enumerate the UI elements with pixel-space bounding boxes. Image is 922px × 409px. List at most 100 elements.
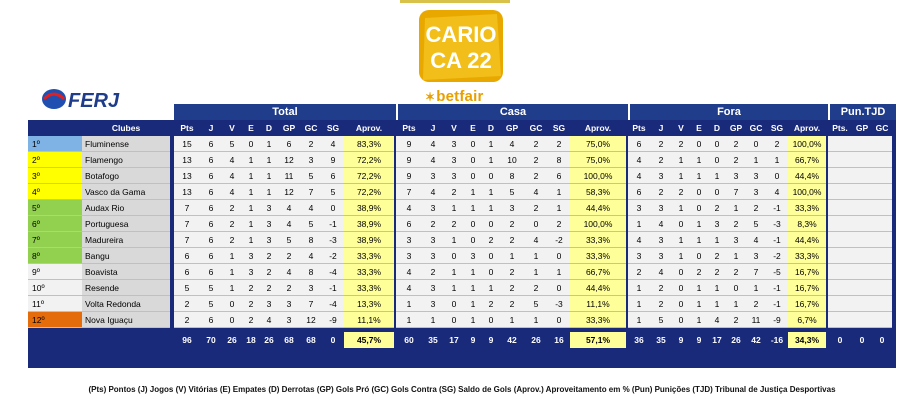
stat-total-8: 13,3% <box>344 295 394 312</box>
header-pun-1: GP <box>852 120 872 136</box>
header-fora-4: D <box>708 120 726 136</box>
stat-casa-0: 3 <box>396 231 422 248</box>
stat-casa-1: 3 <box>422 167 444 184</box>
stat-fora-8: 44,4% <box>788 167 826 184</box>
header-casa-4: D <box>482 120 500 136</box>
total-casa-2: 17 <box>444 332 464 348</box>
stat-fora-5: 3 <box>726 167 746 184</box>
pun-cell <box>872 311 892 328</box>
gap-cell <box>170 263 174 280</box>
position-cell: 12º <box>28 311 82 328</box>
total-total-0: 96 <box>174 332 200 348</box>
table-row[interactable]: 6º Portuguesa 7 6 2 1 3 4 5 -1 38,9% 6 2 2 0 0 2 0 2 100,0%… <box>28 215 892 232</box>
stat-casa-7: 6 <box>548 167 570 184</box>
spacer-cell <box>28 327 82 332</box>
table-row[interactable]: 9º Boavista 6 6 1 3 2 4 8 -4 33,3% 4 2 1 1 0 2 1 1 66,7% 2 4 0… <box>28 263 892 280</box>
stat-casa-8: 100,0% <box>570 167 626 184</box>
stat-fora-2: 0 <box>672 311 690 328</box>
position-cell: 9º <box>28 263 82 280</box>
stat-total-1: 6 <box>200 311 222 328</box>
stat-total-3: 1 <box>242 167 260 184</box>
total-casa-5: 42 <box>500 332 524 348</box>
stat-fora-7: 4 <box>766 183 788 200</box>
pun-cell <box>852 295 872 312</box>
gap-cell <box>626 332 628 348</box>
stat-casa-2: 1 <box>444 231 464 248</box>
stat-fora-3: 1 <box>690 167 708 184</box>
stat-casa-3: 1 <box>464 199 482 216</box>
stat-casa-4: 1 <box>482 183 500 200</box>
total-casa-8: 57,1% <box>570 332 626 348</box>
stat-total-6: 8 <box>300 263 322 280</box>
ferj-logo: FERJ <box>42 89 120 111</box>
club-name: Bangu <box>82 247 170 264</box>
stat-casa-4: 0 <box>482 311 500 328</box>
pun-cell <box>828 231 852 248</box>
stat-fora-7: -5 <box>766 263 788 280</box>
spacer-cell <box>394 327 396 332</box>
stat-total-7: 6 <box>322 167 344 184</box>
stat-casa-2: 1 <box>444 199 464 216</box>
stat-casa-4: 2 <box>482 295 500 312</box>
stat-casa-1: 4 <box>422 136 444 152</box>
stat-fora-2: 2 <box>672 136 690 152</box>
stat-fora-6: 1 <box>746 151 766 168</box>
pun-cell <box>852 167 872 184</box>
stat-fora-4: 0 <box>708 136 726 152</box>
stat-total-2: 5 <box>222 136 242 152</box>
table-row[interactable]: 11º Volta Redonda 2 5 0 2 3 3 7 -4 13,3% 1 3 0 1 2 2 5 -3 1… <box>28 295 892 312</box>
total-casa-1: 35 <box>422 332 444 348</box>
spacer-cell <box>222 327 242 332</box>
stat-total-2: 0 <box>222 295 242 312</box>
gap-cell <box>170 215 174 232</box>
table-row[interactable]: 2º Flamengo 13 6 4 1 1 12 3 9 72,2% 9 4 3 0 1 10 2 8 75,0% 4… <box>28 151 892 168</box>
position-cell: 11º <box>28 295 82 312</box>
stat-fora-0: 4 <box>628 167 650 184</box>
stat-fora-0: 2 <box>628 263 650 280</box>
stat-casa-4: 0 <box>482 263 500 280</box>
stat-casa-7: 2 <box>548 215 570 232</box>
spacer-cell <box>300 327 322 332</box>
stat-total-3: 2 <box>242 279 260 296</box>
pun-cell <box>828 215 852 232</box>
table-row[interactable]: 5º Audax Rio 7 6 2 1 3 4 4 0 38,9% 4 3 1 1 1 3 2 1 44,4% 3 3 1… <box>28 199 892 216</box>
table-row[interactable]: 12º Nova Iguaçu 2 6 0 2 4 3 12 -9 11,1% 1 1 0 1 0 1 1 0 33,… <box>28 311 892 328</box>
stat-total-2: 2 <box>222 231 242 248</box>
stat-casa-8: 44,4% <box>570 199 626 216</box>
table-row[interactable]: 7º Madureira 7 6 2 1 3 5 8 -3 38,9% 3 3 1 0 2 2 4 -2 33,3% 4… <box>28 231 892 248</box>
header-pun-2: GC <box>872 120 892 136</box>
stat-total-0: 7 <box>174 215 200 232</box>
pun-cell <box>852 199 872 216</box>
stat-total-8: 33,3% <box>344 247 394 264</box>
stat-casa-8: 100,0% <box>570 215 626 232</box>
gap-cell <box>626 136 628 152</box>
top-accent-line <box>400 0 510 3</box>
stat-total-1: 6 <box>200 263 222 280</box>
totals-blank <box>28 332 82 348</box>
stat-fora-1: 2 <box>650 151 672 168</box>
position-cell: 2º <box>28 151 82 168</box>
stat-total-8: 72,2% <box>344 183 394 200</box>
header-gap <box>394 120 396 136</box>
stat-casa-5: 5 <box>500 183 524 200</box>
total-fora-5: 26 <box>726 332 746 348</box>
position-cell: 8º <box>28 247 82 264</box>
stat-total-7: -2 <box>322 247 344 264</box>
gap-cell <box>394 231 396 248</box>
stat-casa-8: 66,7% <box>570 263 626 280</box>
header-pun-0: Pts. <box>828 120 852 136</box>
gap-cell <box>394 215 396 232</box>
table-row[interactable]: 4º Vasco da Gama 13 6 4 1 1 12 7 5 72,2% 7 4 2 1 1 5 4 1 58… <box>28 183 892 200</box>
stat-total-5: 12 <box>278 151 300 168</box>
stat-total-0: 2 <box>174 311 200 328</box>
table-row[interactable]: 1º Fluminense 15 6 5 0 1 6 2 4 83,3% 9 4 3 0 1 4 2 2 75,0% 6… <box>28 136 892 152</box>
table-row[interactable]: 10º Resende 5 5 1 2 2 2 3 -1 33,3% 4 3 1 1 1 2 2 0 44,4% 1 2 0… <box>28 279 892 296</box>
table-row[interactable]: 8º Bangu 6 6 1 3 2 2 4 -2 33,3% 3 3 0 3 0 1 1 0 33,3% 3 3 1 0 2 1… <box>28 247 892 264</box>
club-name: Fluminense <box>82 136 170 152</box>
gap-cell <box>394 183 396 200</box>
stat-casa-8: 58,3% <box>570 183 626 200</box>
stat-fora-0: 6 <box>628 183 650 200</box>
stat-total-3: 3 <box>242 263 260 280</box>
table-row[interactable]: 3º Botafogo 13 6 4 1 1 11 5 6 72,2% 9 3 3 0 0 8 2 6 100,0% 4… <box>28 167 892 184</box>
stat-total-5: 4 <box>278 263 300 280</box>
